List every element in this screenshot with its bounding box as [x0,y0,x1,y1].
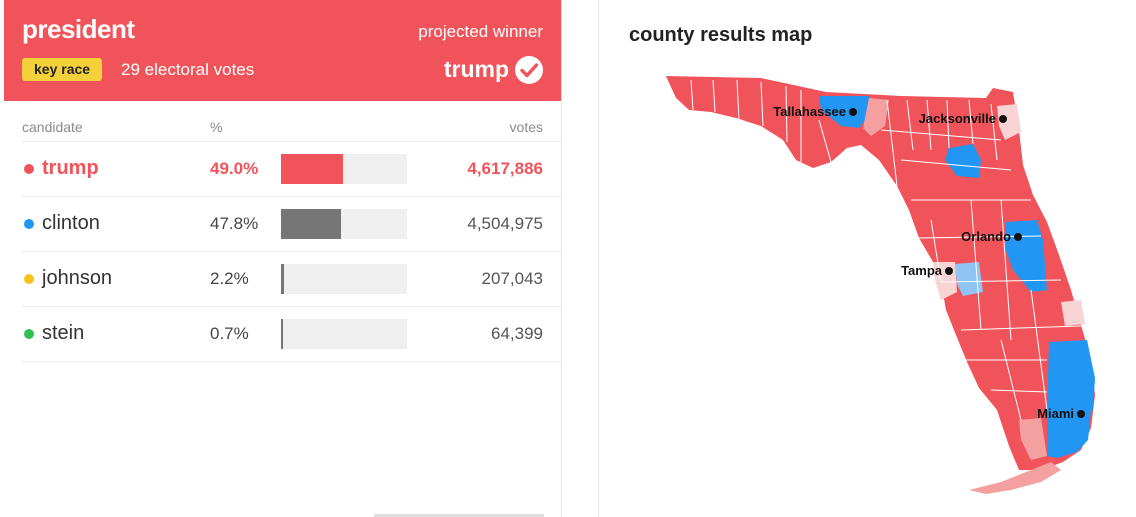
county-pale-duval [997,104,1021,140]
candidate-name: trump [42,157,99,179]
county-broward-palm-beach [1047,340,1095,412]
county-boundaries [690,79,1082,421]
vote-share-bar [281,264,407,294]
florida-state-shape [666,76,1095,470]
party-dot [24,274,34,284]
county-pale-st-lucie [1061,300,1085,326]
candidate-votes: 4,504,975 [467,214,543,233]
vote-share-fill [281,154,343,184]
candidate-percent: 2.2% [210,269,249,288]
winner-name: trump [443,56,509,82]
city-dot-tallahassee [849,108,857,116]
candidate-name: johnson [42,267,113,289]
candidate-row-clinton: clinton 47.8% 4,504,975 [22,196,561,251]
county-miami-dade [1047,410,1091,458]
race-results-card: president key race 29 electoral votes pr… [4,0,562,517]
county-alachua [945,144,981,178]
city-label-miami: Miami [1037,406,1074,421]
projected-winner-label: projected winner [418,22,543,41]
city-dot-miami [1077,410,1085,418]
key-race-badge: key race [22,58,103,81]
map-title: county results map [629,24,813,46]
city-label-tallahassee: Tallahassee [773,104,846,119]
candidate-row-trump: trump 49.0% 4,617,886 [22,141,561,196]
city-label-jacksonville: Jacksonville [919,111,996,126]
percent-column-header: % [210,119,223,135]
keys-region [969,462,1061,494]
candidate-votes: 64,399 [491,324,543,343]
race-header: president key race 29 electoral votes pr… [4,0,561,101]
city-dot-tampa [945,267,953,275]
county-map-card: county results map [598,0,1136,517]
vote-share-bar [281,154,407,184]
candidate-votes: 207,043 [481,269,543,288]
candidate-column-header: candidate [22,119,83,135]
city-label-orlando: Orlando [961,229,1011,244]
candidate-percent: 49.0% [210,159,259,178]
vote-share-fill [281,319,283,349]
city-label-tampa: Tampa [901,263,943,278]
county-pale-southwest [1019,418,1047,460]
florida-county-map[interactable]: Tallahassee Jacksonville Orlando Tampa M… [599,0,1136,517]
candidate-name: stein [42,322,85,344]
vote-share-fill [281,209,342,239]
race-title: president [22,14,135,44]
candidate-row-johnson: johnson 2.2% 207,043 [22,251,561,306]
party-dot [24,164,34,174]
candidate-votes: 4,617,886 [467,159,543,178]
vote-share-fill [281,264,284,294]
check-circle-icon [515,56,543,84]
candidate-name: clinton [42,212,100,234]
votes-column-header: votes [509,119,543,135]
electoral-votes: 29 electoral votes [121,60,255,79]
party-dot [24,219,34,229]
candidate-percent: 47.8% [210,214,259,233]
city-dot-jacksonville [999,115,1007,123]
candidate-row-stein: stein 0.7% 64,399 [22,306,561,362]
vote-share-bar [281,209,407,239]
county-pale-jefferson [863,98,889,136]
scroll-indicator[interactable] [374,514,544,517]
city-dot-orlando [1014,233,1022,241]
vote-share-bar [281,319,407,349]
party-dot [24,329,34,339]
county-leon-gadsden [819,96,869,128]
candidate-percent: 0.7% [210,324,249,343]
